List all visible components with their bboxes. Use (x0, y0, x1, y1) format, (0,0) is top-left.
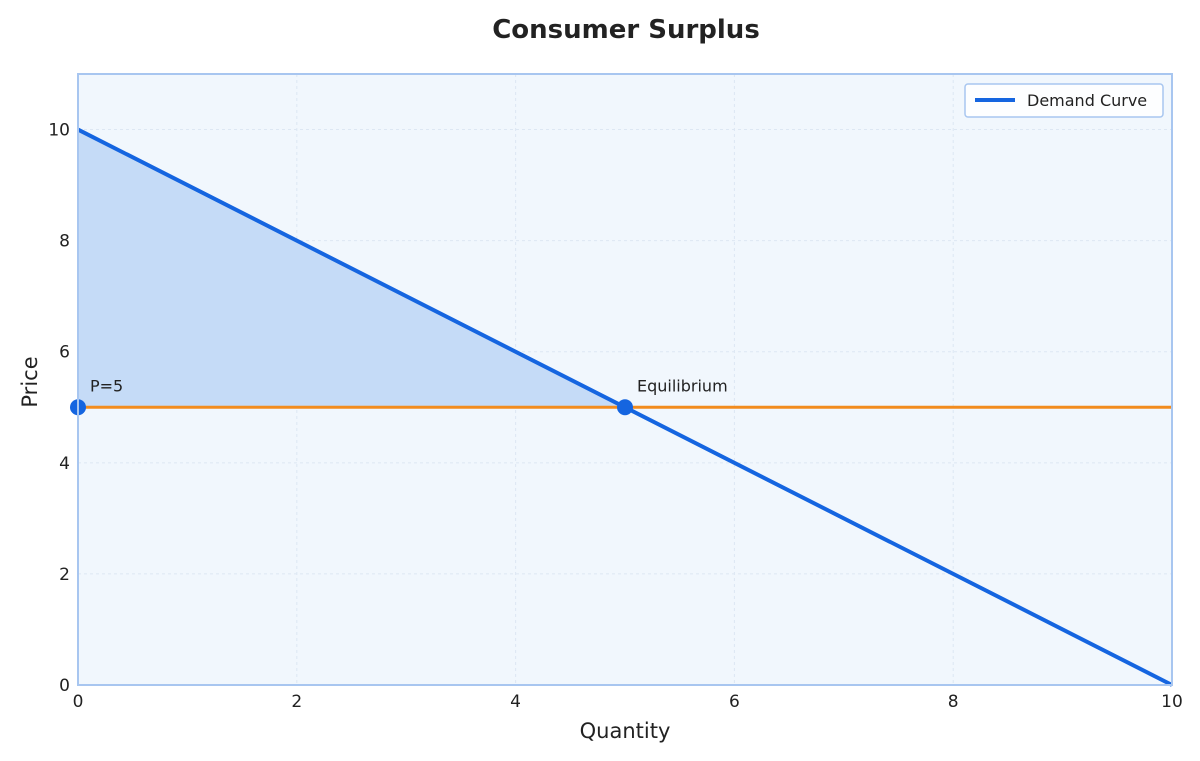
x-axis-label: Quantity (580, 719, 671, 743)
x-tick-label: 10 (1161, 692, 1183, 712)
y-axis-ticks: 0 2 4 6 8 10 (48, 121, 70, 696)
x-tick-label: 4 (510, 692, 521, 712)
y-tick-label: 8 (59, 232, 70, 252)
x-tick-label: 2 (291, 692, 302, 712)
legend-box (964, 83, 1164, 118)
annotated-points: P=5 Equilibrium (70, 376, 728, 416)
y-tick-label: 4 (59, 454, 70, 474)
x-tick-label: 8 (948, 692, 959, 712)
x-axis-ticks: 0 2 4 6 8 10 (73, 692, 1183, 712)
x-tick-label: 6 (729, 692, 740, 712)
data-point (617, 399, 633, 416)
point-label: Equilibrium (637, 376, 728, 395)
plot-frame (77, 73, 1173, 686)
legend-label-demand-curve: Demand Curve (1027, 91, 1147, 110)
legend: Demand Curve (964, 83, 1164, 118)
point-label: P=5 (90, 376, 123, 395)
y-tick-label: 10 (48, 121, 70, 141)
y-axis-label: Price (18, 356, 42, 407)
y-tick-label: 6 (59, 343, 70, 363)
y-tick-label: 0 (59, 676, 70, 696)
y-tick-label: 2 (59, 565, 70, 585)
chart-title: Consumer Surplus (492, 15, 760, 45)
x-tick-label: 0 (73, 692, 84, 712)
